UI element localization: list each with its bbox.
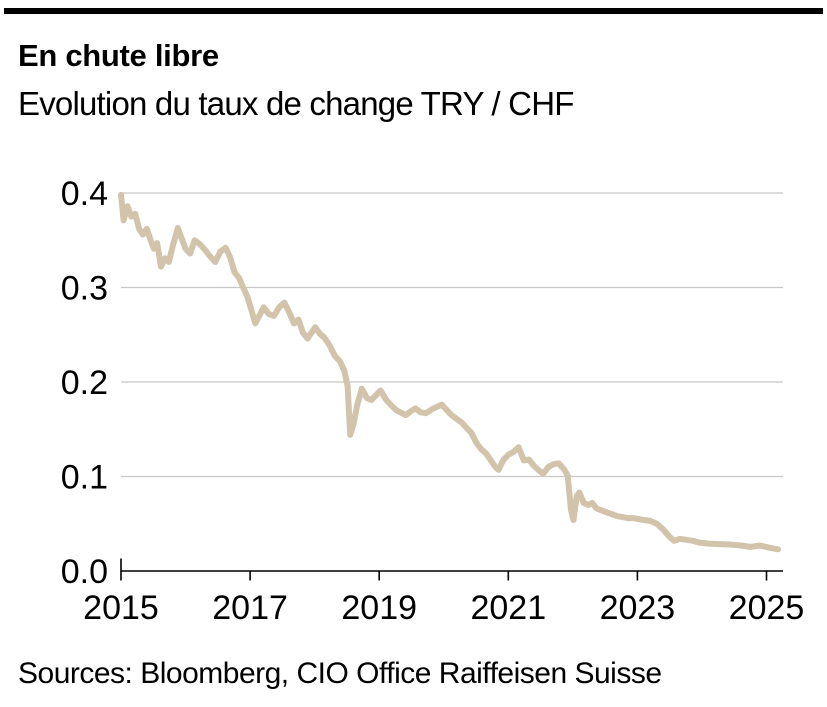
x-axis-labels: 2015 2017 2019 2021 2023 2025 [83,589,804,627]
y-tick-label: 0.4 [61,175,108,213]
gridlines [121,192,783,478]
x-tick-label: 2025 [729,589,805,627]
exchange-rate-line [118,191,782,553]
sources-note: Sources: Bloomberg, CIO Office Raiffeise… [18,657,662,690]
x-tick-label: 2015 [83,589,159,627]
y-tick-label: 0.3 [61,270,108,308]
try-chf-series-line [118,191,782,553]
chart-subtitle: Evolution du taux de change TRY / CHF [18,85,574,122]
y-tick-label: 0.2 [61,364,108,402]
top-rule [4,8,823,14]
x-tick-label: 2019 [341,589,417,627]
chart-title: En chute libre [18,38,219,73]
y-tick-label: 0.1 [61,459,108,497]
y-tick-label: 0.0 [61,553,108,591]
x-tick-label: 2021 [470,589,546,627]
y-axis-labels: 0.0 0.1 0.2 0.3 0.4 [61,175,108,591]
x-axis [120,558,783,581]
x-tick-label: 2023 [600,589,676,627]
x-tick-label: 2017 [212,589,288,627]
